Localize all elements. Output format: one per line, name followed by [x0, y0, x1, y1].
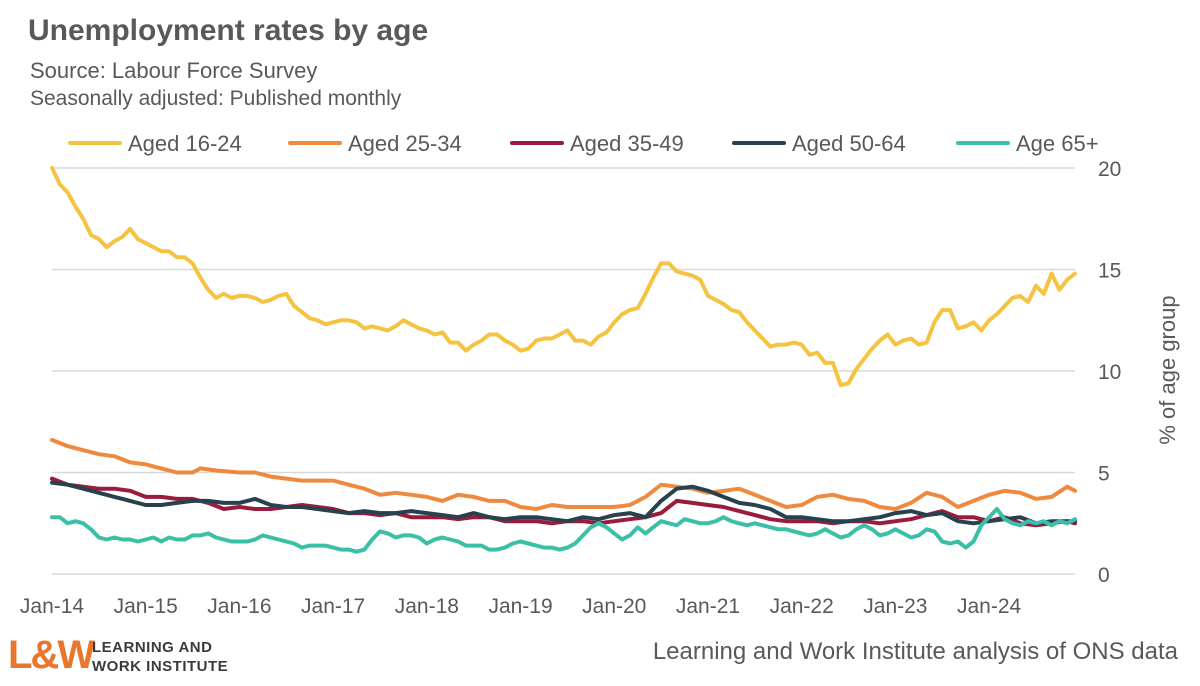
legend: Aged 16-24 Aged 25-34 Aged 35-49 Aged 50-64… — [68, 131, 1099, 156]
legend-label-aged-16-24: Aged 16-24 — [128, 131, 242, 156]
x-tick-label-Jan-22: Jan-22 — [770, 595, 834, 618]
x-tick-label-Jan-21: Jan-21 — [676, 595, 740, 618]
legend-label-aged-50-64: Aged 50-64 — [792, 131, 906, 156]
logo-line-1: LEARNING AND — [92, 639, 213, 656]
y-tick-label-15: 15 — [1098, 260, 1121, 283]
footer-source-note: Learning and Work Institute analysis of … — [652, 638, 1178, 665]
legend-label-aged-25-34: Aged 25-34 — [348, 131, 462, 156]
x-tick-label-Jan-15: Jan-15 — [114, 595, 178, 618]
y-axis-ticks: 0 5 10 15 20 — [1098, 158, 1121, 587]
y-axis-label: % of age group — [1155, 295, 1180, 444]
series-lines — [50, 166, 1077, 554]
series-line-aged-16-24 — [50, 166, 1077, 388]
chart-subtitle-adjustment: Seasonally adjusted: Published monthly — [30, 87, 402, 110]
logo-line-2: WORK INSTITUTE — [92, 658, 229, 675]
x-tick-label-Jan-19: Jan-19 — [488, 595, 552, 618]
x-tick-label-Jan-17: Jan-17 — [301, 595, 365, 618]
series-line-aged-25-34 — [50, 438, 1077, 511]
chart-title: Unemployment rates by age — [28, 14, 429, 47]
lw-logo: L&W LEARNING AND WORK INSTITUTE — [8, 633, 268, 681]
legend-label-aged-35-49: Aged 35-49 — [570, 131, 684, 156]
y-tick-label-20: 20 — [1098, 158, 1121, 181]
x-tick-label-Jan-24: Jan-24 — [957, 595, 1022, 618]
x-tick-label-Jan-23: Jan-23 — [863, 595, 927, 618]
chart-subtitle-source: Source: Labour Force Survey — [30, 58, 318, 83]
logo-mark: L&W — [8, 633, 95, 677]
x-tick-label-Jan-16: Jan-16 — [207, 595, 271, 618]
y-tick-label-10: 10 — [1098, 361, 1121, 384]
logo-text: LEARNING AND WORK INSTITUTE — [92, 638, 228, 676]
y-tick-label-5: 5 — [1098, 463, 1110, 486]
series-line-aged-50-64 — [50, 480, 1077, 526]
x-axis-ticks: Jan-14 Jan-15 Jan-16 Jan-17 Jan-18 Jan-19 Jan-… — [20, 595, 1022, 618]
x-tick-label-Jan-18: Jan-18 — [395, 595, 459, 618]
series-line-age-65- — [50, 507, 1077, 554]
x-tick-label-Jan-20: Jan-20 — [582, 595, 646, 618]
x-tick-label-Jan-14: Jan-14 — [20, 595, 85, 618]
legend-label-age-65-: Age 65+ — [1016, 131, 1099, 156]
y-tick-label-0: 0 — [1098, 564, 1110, 587]
